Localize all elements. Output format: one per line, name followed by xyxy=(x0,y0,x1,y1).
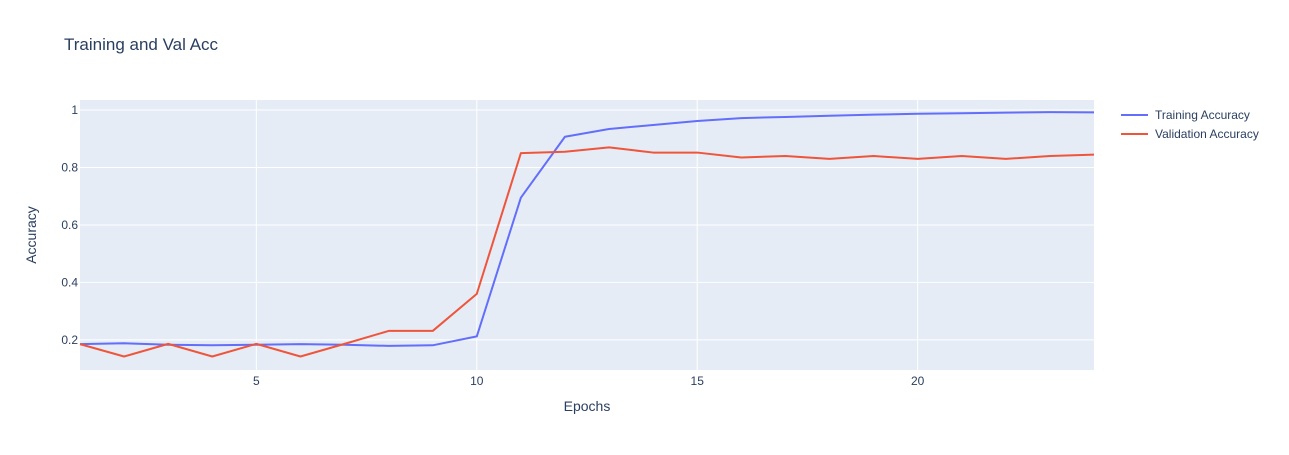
y-tick-label: 0.8 xyxy=(61,161,78,175)
data-point[interactable] xyxy=(562,134,568,140)
data-point[interactable] xyxy=(474,333,480,339)
data-point[interactable] xyxy=(738,154,744,160)
data-point[interactable] xyxy=(1091,152,1097,158)
data-point[interactable] xyxy=(386,328,392,334)
grid-lines xyxy=(80,100,1094,370)
legend-item-1[interactable]: Validation Accuracy xyxy=(1121,127,1259,141)
data-point[interactable] xyxy=(694,118,700,124)
legend-label: Validation Accuracy xyxy=(1155,127,1259,141)
data-point[interactable] xyxy=(606,144,612,150)
data-point[interactable] xyxy=(782,114,788,120)
series-lines xyxy=(79,109,1097,360)
x-tick-label: 5 xyxy=(253,374,260,388)
data-point[interactable] xyxy=(474,291,480,297)
legend-item-0[interactable]: Training Accuracy xyxy=(1121,108,1250,122)
data-point[interactable] xyxy=(959,110,965,116)
y-tick-label: 0.2 xyxy=(61,333,78,347)
data-point[interactable] xyxy=(1047,109,1053,115)
data-point[interactable] xyxy=(606,126,612,132)
data-point[interactable] xyxy=(342,341,348,347)
x-tick-label: 10 xyxy=(470,374,484,388)
data-point[interactable] xyxy=(562,149,568,155)
data-point[interactable] xyxy=(121,354,127,360)
data-point[interactable] xyxy=(826,113,832,119)
y-tick-label: 1 xyxy=(71,103,78,117)
data-point[interactable] xyxy=(650,150,656,156)
data-point[interactable] xyxy=(430,342,436,348)
data-point[interactable] xyxy=(297,354,303,360)
data-point[interactable] xyxy=(694,150,700,156)
series-line-0 xyxy=(79,111,1095,347)
data-point[interactable] xyxy=(1091,109,1097,115)
data-point[interactable] xyxy=(253,341,259,347)
x-axis-ticks: 5 10 15 20 xyxy=(253,374,925,388)
data-point[interactable] xyxy=(1047,153,1053,159)
y-axis-ticks: 0.2 0.4 0.6 0.8 1 xyxy=(61,103,78,347)
data-point[interactable] xyxy=(871,153,877,159)
data-point[interactable] xyxy=(782,153,788,159)
data-point[interactable] xyxy=(518,150,524,156)
data-point[interactable] xyxy=(738,115,744,121)
data-point[interactable] xyxy=(915,156,921,162)
data-point[interactable] xyxy=(915,111,921,117)
y-tick-label: 0.6 xyxy=(61,218,78,232)
x-tick-label: 20 xyxy=(911,374,925,388)
data-point[interactable] xyxy=(826,156,832,162)
data-point[interactable] xyxy=(430,328,436,334)
data-point[interactable] xyxy=(165,341,171,347)
legend[interactable]: Training Accuracy Validation Accuracy xyxy=(1121,108,1259,141)
data-point[interactable] xyxy=(1003,156,1009,162)
series-line-1 xyxy=(79,146,1095,358)
data-point[interactable] xyxy=(518,195,524,201)
plot-area xyxy=(80,100,1094,370)
x-axis-title: Epochs xyxy=(564,398,611,414)
legend-label: Training Accuracy xyxy=(1155,108,1250,122)
data-point[interactable] xyxy=(386,343,392,349)
data-point[interactable] xyxy=(297,341,303,347)
data-point[interactable] xyxy=(959,153,965,159)
data-point[interactable] xyxy=(871,112,877,118)
y-axis-title: Accuracy xyxy=(23,206,39,264)
data-point[interactable] xyxy=(209,354,215,360)
data-point[interactable] xyxy=(121,340,127,346)
chart-title: Training and Val Acc xyxy=(64,35,219,54)
data-point[interactable] xyxy=(1003,110,1009,116)
data-point[interactable] xyxy=(650,122,656,128)
y-tick-label: 0.4 xyxy=(61,275,78,289)
x-tick-label: 15 xyxy=(691,374,705,388)
data-point[interactable] xyxy=(209,342,215,348)
